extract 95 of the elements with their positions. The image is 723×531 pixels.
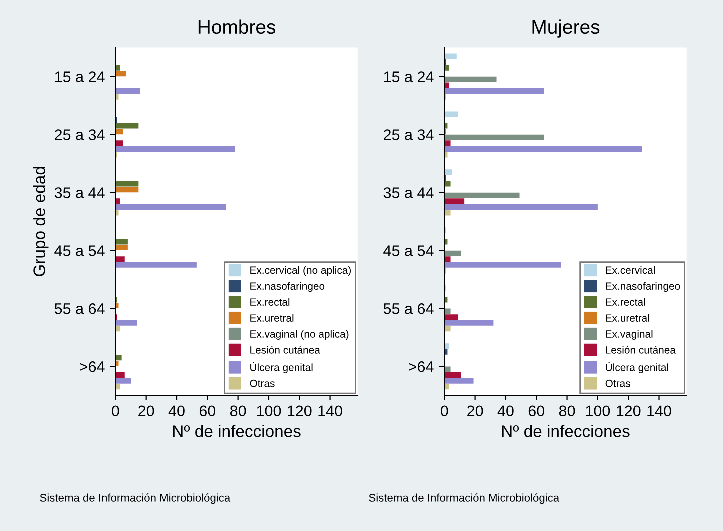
x-tick-label: 100: [586, 406, 610, 417]
y-tick-label: 35 a 44: [54, 188, 105, 198]
bar: [444, 262, 562, 268]
x-tick-label: 100: [257, 406, 282, 417]
bar: [444, 76, 497, 82]
chart-title: Mujeres: [532, 20, 600, 38]
bar: [116, 326, 120, 332]
bar: [444, 308, 451, 314]
legend-label: Ex.cervical (no aplica): [250, 266, 351, 276]
y-tick-label: 25 a 34: [55, 130, 105, 140]
bar: [116, 140, 124, 146]
legend-label: Ex.nasofaringeo: [250, 282, 325, 292]
bar: [444, 378, 474, 384]
y-tick-label: 55 a 64: [54, 304, 105, 314]
bar: [116, 146, 236, 152]
bar: [444, 320, 494, 326]
x-axis-title: Nº de infecciones: [174, 425, 301, 438]
bar: [444, 198, 465, 204]
x-tick-label: 80: [559, 406, 576, 417]
x-tick-label: 120: [617, 406, 641, 417]
legend-label: Ex.vaginal (no aplica): [250, 330, 349, 340]
bar: [444, 134, 544, 140]
x-tick-label: 40: [498, 406, 514, 417]
legend-label: Ex.cervical: [606, 266, 655, 274]
y-tick-label: 25 a 34: [384, 130, 434, 140]
bar: [116, 320, 138, 326]
y-tick-label: 45 a 54: [54, 246, 105, 256]
bar: [116, 239, 128, 245]
bar: [444, 112, 458, 118]
bar: [444, 170, 452, 176]
y-tick-label: 55 a 64: [384, 304, 434, 314]
legend-label: Lesión cutánea: [606, 346, 676, 354]
legend-label: Ex.nasofaringeo: [606, 282, 680, 292]
legend-label: Ex.vaginal: [606, 330, 653, 340]
bar: [116, 187, 139, 193]
bar: [444, 204, 598, 210]
bar: [116, 129, 124, 135]
y-tick-label: 35 a 44: [384, 188, 434, 198]
bar: [116, 181, 139, 187]
legend-label: Ex.uretral: [606, 314, 650, 322]
bar: [116, 204, 226, 210]
bar: [116, 65, 120, 71]
x-tick-label: 20: [468, 406, 484, 417]
bar: [444, 146, 642, 152]
bar: [444, 326, 451, 332]
bar: [444, 88, 544, 94]
y-tick-label: >64: [80, 361, 105, 372]
bar: [444, 250, 462, 256]
legend-label: Ex.uretral: [250, 314, 294, 322]
bar: [116, 123, 139, 129]
x-tick-label: 80: [230, 406, 246, 417]
x-tick-label: 60: [200, 406, 216, 417]
x-tick-label: 120: [288, 406, 312, 417]
bar: [116, 245, 128, 251]
bar: [116, 198, 120, 204]
chart-title: Hombres: [198, 20, 276, 34]
legend-label: Úlcera genital: [606, 362, 668, 374]
bar: [444, 210, 451, 216]
bar: [116, 88, 140, 94]
legend-label: Otras: [606, 380, 630, 388]
bar: [116, 262, 197, 268]
bar: [444, 192, 520, 198]
x-tick-label: 140: [648, 406, 672, 417]
y-tick-label: 15 a 24: [55, 72, 105, 82]
x-axis-title: Nº de infecciones: [502, 425, 630, 438]
bar: [116, 372, 125, 378]
x-tick-label: 60: [528, 406, 545, 417]
bar: [444, 140, 451, 146]
y-axis-title: Grupo de edad: [33, 167, 49, 276]
bar: [444, 256, 451, 262]
text: Sistema de Información Microbiológica: [40, 494, 231, 504]
bar: [116, 256, 125, 262]
x-tick-label: 20: [138, 406, 154, 417]
x-tick-label: 140: [318, 406, 342, 417]
bar: [444, 54, 457, 60]
y-tick-label: 45 a 54: [384, 246, 434, 256]
bar: [116, 71, 126, 77]
legend-label: Otras: [250, 380, 275, 388]
bar: [444, 181, 451, 187]
bar: [444, 372, 462, 378]
bar: [116, 384, 120, 390]
bar: [444, 314, 458, 320]
legend-label: Ex.rectal: [606, 298, 646, 306]
y-tick-label: >64: [409, 361, 434, 372]
x-tick-label: 0: [440, 406, 448, 417]
text: Sistema de Información Microbiológica: [369, 494, 560, 504]
y-tick-label: 15 a 24: [384, 72, 434, 82]
legend-label: Ex.rectal: [250, 298, 290, 306]
bar: [116, 378, 132, 384]
x-tick-label: 0: [112, 406, 120, 417]
x-tick-label: 40: [168, 406, 185, 417]
bar: [444, 366, 451, 372]
legend-label: Úlcera genital: [250, 362, 313, 374]
bar: [116, 355, 122, 361]
legend-label: Lesión cutánea: [250, 346, 320, 354]
